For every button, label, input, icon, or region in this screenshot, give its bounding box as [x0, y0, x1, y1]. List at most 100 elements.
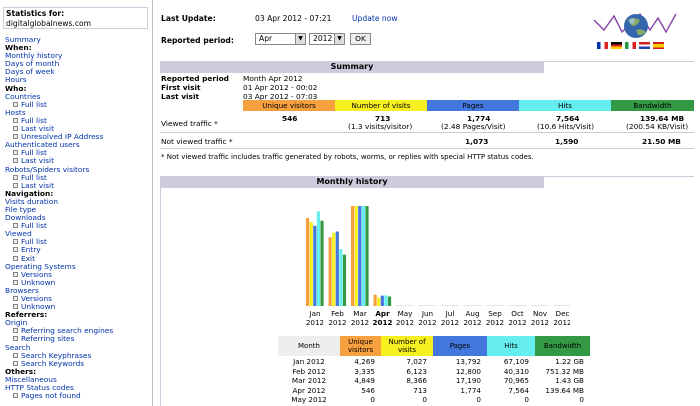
sidebar-item-full-list[interactable]: Full list [5, 238, 147, 246]
sidebar-item-last-visit[interactable]: Last visit [5, 125, 147, 133]
sidebar-item-full-list[interactable]: Full list [5, 174, 147, 182]
history-cell-bandwidth: 139.64 MB [545, 385, 584, 395]
history-cell-hits: 70,965 [503, 376, 529, 385]
sidebar-item-summary[interactable]: Summary [5, 36, 147, 44]
sidebar-item-label: Full list [21, 149, 47, 158]
sidebar-item-label: Full list [21, 222, 47, 231]
x-tick-month: Nov [533, 309, 548, 318]
history-cell-month: Apr 2012 [292, 385, 326, 395]
sidebar-item-unknown[interactable]: Unknown [5, 303, 147, 311]
sidebar-item-downloads[interactable]: Downloads [5, 214, 147, 222]
history-cell-month: Mar 2012 [291, 376, 327, 385]
sidebar-item-last-visit[interactable]: Last visit [5, 182, 147, 190]
history-cell-visits: 6,123 [406, 366, 427, 376]
sidebar-item-full-list[interactable]: Full list [5, 149, 147, 157]
bar-pages-oct [515, 305, 519, 306]
sidebar-item-full-list[interactable]: Full list [5, 117, 147, 125]
flag-es-icon[interactable] [653, 42, 664, 49]
sidebar-item-label: Days of month [5, 60, 60, 69]
sidebar-item-label: Browsers [5, 286, 39, 295]
sidebar-item-search[interactable]: Search [5, 344, 147, 352]
sidebar-item-versions[interactable]: Versions [5, 271, 147, 279]
sidebar-item-label: Countries [5, 92, 41, 101]
sidebar-item-file-type[interactable]: File type [5, 206, 147, 214]
sidebar-item-viewed[interactable]: Viewed [5, 230, 147, 238]
sidebar-item-label: Full list [21, 238, 47, 247]
bar-bandwidth-mar [365, 206, 369, 306]
sidebar-item-versions[interactable]: Versions [5, 295, 147, 303]
update-now-link[interactable]: Update now [352, 14, 398, 23]
sidebar-item-full-list[interactable]: Full list [5, 101, 147, 109]
x-tick-month: Apr [375, 309, 390, 318]
month-select[interactable]: Apr ▼ [255, 33, 306, 45]
sidebar-item-label: Full list [21, 173, 47, 182]
chevron-down-icon: ▼ [295, 34, 305, 44]
flag-nl-icon[interactable] [639, 42, 650, 49]
bar-hits-may [406, 305, 410, 306]
bar-bandwidth-dec [567, 305, 570, 306]
summary-section-line [544, 61, 694, 73]
sidebar-item-entry[interactable]: Entry [5, 246, 147, 254]
bar-hits-jan [316, 211, 320, 306]
ok-button[interactable]: OK [350, 33, 371, 45]
sidebar-item-last-visit[interactable]: Last visit [5, 157, 147, 165]
sidebar-item-authenticated-users[interactable]: Authenticated users [5, 141, 147, 149]
bar-hits-dec [564, 305, 568, 306]
sidebar-item-pages-not-found[interactable]: Pages not found [5, 392, 147, 400]
sidebar-item-label: Versions [21, 295, 53, 303]
history-left-border [160, 188, 161, 406]
sidebar-item-days-of-week[interactable]: Days of week [5, 68, 147, 76]
flag-it-icon[interactable] [625, 42, 636, 49]
bar-pages-sep [493, 305, 497, 306]
sidebar-item-exit[interactable]: Exit [5, 255, 147, 263]
sidebar-item-referring-search-engines[interactable]: Referring search engines [5, 327, 147, 335]
bar-unique-visitors-may [396, 305, 400, 306]
sidebar-item-search-keyphrases[interactable]: Search Keyphrases [5, 352, 147, 360]
sidebar-item-hosts[interactable]: Hosts [5, 109, 147, 117]
last-visit-value: 03 Apr 2012 - 07:03 [243, 92, 318, 101]
sidebar-item-label: Full list [21, 116, 47, 125]
sidebar-item-label: Origin [5, 319, 28, 328]
sidebar-item-origin[interactable]: Origin [5, 319, 147, 327]
sidebar-item-browsers[interactable]: Browsers [5, 287, 147, 295]
bullet-icon [13, 239, 18, 245]
bar-unique-visitors-dec [553, 305, 557, 306]
bar-number-of-visits-oct [512, 305, 516, 306]
sidebar-item-search-keywords[interactable]: Search Keywords [5, 360, 147, 368]
sidebar-item-label: Versions [21, 270, 53, 279]
history-cell-bandwidth: 0 [579, 395, 584, 404]
sidebar-item-unknown[interactable]: Unknown [5, 279, 147, 287]
bar-unique-visitors-jul [441, 305, 445, 306]
sidebar-item-robots-spiders-visitors[interactable]: Robots/Spiders visitors [5, 166, 147, 174]
sidebar-item-label: Downloads [5, 214, 46, 223]
sidebar-item-countries[interactable]: Countries [5, 93, 147, 101]
sidebar-item-label: Navigation: [5, 189, 54, 198]
sidebar-item-operating-systems[interactable]: Operating Systems [5, 263, 147, 271]
monthly-history-chart: Jan2012Feb2012Mar2012Apr2012May2012Jun20… [306, 206, 570, 327]
sidebar-item-days-of-month[interactable]: Days of month [5, 60, 147, 68]
sidebar-item-full-list[interactable]: Full list [5, 222, 147, 230]
sidebar-item-http-status-codes[interactable]: HTTP Status codes [5, 384, 147, 392]
sidebar-item-miscellaneous[interactable]: Miscellaneous [5, 376, 147, 384]
bar-number-of-visits-dec [557, 305, 561, 306]
flag-fr-icon[interactable] [597, 42, 608, 49]
sidebar-item-label: Unresolved IP Address [21, 133, 104, 142]
bullet-icon [13, 247, 18, 253]
sidebar-item-visits-duration[interactable]: Visits duration [5, 198, 147, 206]
sidebar-item-referring-sites[interactable]: Referring sites [5, 335, 147, 343]
year-select[interactable]: 2012 ▼ [309, 33, 345, 45]
bullet-icon [13, 182, 18, 188]
bar-number-of-visits-jun [422, 305, 426, 306]
not-viewed-hits: 1,590 [555, 137, 579, 146]
bar-number-of-visits-aug [467, 305, 471, 306]
viewed-bandwidth: 139.64 MB [640, 114, 685, 123]
sidebar-item-monthly-history[interactable]: Monthly history [5, 52, 147, 60]
flag-de-icon[interactable] [611, 42, 622, 49]
sidebar-item-label: Search [5, 343, 31, 352]
sidebar-item-hours[interactable]: Hours [5, 76, 147, 84]
bar-number-of-visits-jan [309, 222, 313, 306]
history-cell-month: May 2012 [291, 395, 327, 404]
sidebar-item-unresolved-ip-address[interactable]: Unresolved IP Address [5, 133, 147, 141]
sidebar-item-label: Referring search engines [21, 327, 114, 336]
x-tick-year: 2012 [441, 318, 459, 327]
